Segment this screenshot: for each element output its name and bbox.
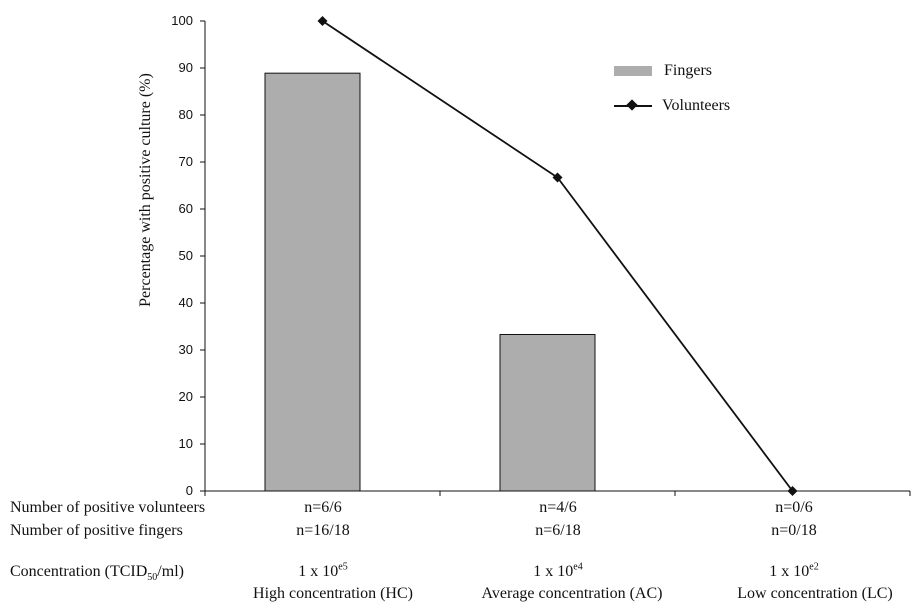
volunteers-count-lc: n=0/6 [775, 499, 813, 516]
y-tick-label: 50 [179, 248, 193, 263]
y-tick-label: 60 [179, 201, 193, 216]
concentration-value-lc: 1 x 10e2 [769, 561, 819, 580]
volunteers-count-ac: n=4/6 [539, 499, 577, 516]
legend-marker-volunteers [614, 99, 652, 112]
y-tick-label: 0 [186, 483, 193, 498]
row-label-fingers: Number of positive fingers [10, 522, 183, 539]
point-volunteers-lc [787, 486, 798, 496]
y-tick-label: 30 [179, 342, 193, 357]
bar-fingers-hc [264, 72, 361, 492]
concentration-name-ac: Average concentration (AC) [481, 585, 663, 602]
concentration-name-hc: High concentration (HC) [253, 585, 413, 602]
fingers-count-lc: n=0/18 [771, 522, 817, 539]
volunteers-count-hc: n=6/6 [304, 499, 342, 516]
y-tick-label: 80 [179, 107, 193, 122]
row-label-volunteers: Number of positive volunteers [10, 499, 206, 516]
fingers-count-hc: n=16/18 [296, 522, 350, 539]
y-tick-label: 40 [179, 295, 193, 310]
legend-label-fingers: Fingers [664, 62, 712, 79]
legend-item-volunteers: Volunteers [614, 97, 730, 115]
fingers-count-ac: n=6/18 [535, 522, 581, 539]
y-tick-label: 10 [179, 436, 193, 451]
y-tick-label: 20 [179, 389, 193, 404]
legend-swatch-fingers [614, 66, 652, 76]
y-axis-label: Percentage with positive culture (%) [137, 73, 154, 307]
point-volunteers-ac [552, 172, 563, 183]
y-tick-label: 90 [179, 60, 193, 75]
concentration-value-hc: 1 x 10e5 [298, 561, 348, 580]
y-tick-label: 100 [171, 13, 193, 28]
y-tick-label: 70 [179, 154, 193, 169]
point-volunteers-hc [317, 16, 328, 26]
row-label-concentration: Concentration (TCID50/ml) [10, 563, 184, 584]
legend-item-fingers: Fingers [614, 62, 712, 80]
concentration-name-lc: Low concentration (LC) [737, 585, 893, 602]
concentration-value-ac: 1 x 10e4 [533, 561, 583, 580]
bar-fingers-ac [499, 333, 596, 492]
legend-label-volunteers: Volunteers [662, 97, 731, 114]
